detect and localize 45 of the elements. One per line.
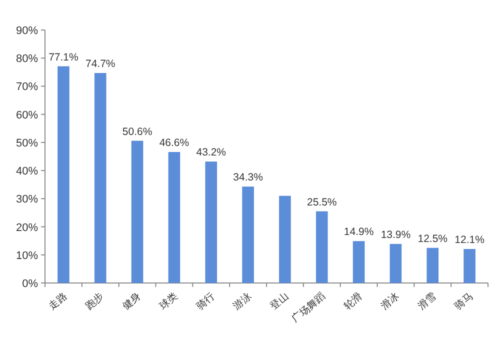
data-label: 46.6% (159, 137, 190, 149)
data-label: 34.3% (233, 172, 263, 184)
bar (464, 248, 476, 283)
data-label: 50.6% (122, 126, 152, 138)
bar (316, 211, 328, 283)
x-tick-label: 跑步 (83, 290, 106, 312)
bar (352, 241, 365, 283)
bar (58, 66, 70, 283)
bar (242, 186, 254, 283)
y-tick-label: 50% (16, 137, 38, 150)
data-label: 12.1% (454, 234, 484, 246)
data-label: 12.5% (418, 232, 448, 245)
bar (279, 196, 291, 283)
y-tick-label: 0% (22, 278, 38, 290)
bar (94, 73, 106, 283)
x-tick-label: 骑马 (453, 290, 476, 312)
y-tick-label: 80% (16, 53, 38, 66)
y-tick-label: 40% (16, 166, 38, 178)
x-tick-label: 登山 (268, 290, 291, 312)
x-tick-label: 滑冰 (378, 290, 402, 312)
x-tick-label: 健身 (120, 290, 144, 312)
x-tick-label: 走路 (46, 290, 70, 312)
data-label: 77.1% (48, 51, 78, 64)
x-tick-label: 球类 (157, 290, 180, 312)
bar (426, 248, 439, 283)
data-label: 43.2% (196, 146, 226, 159)
data-label: 13.9% (380, 228, 411, 241)
y-tick-label: 70% (16, 81, 38, 94)
data-label: 14.9% (344, 226, 374, 238)
bar (390, 244, 402, 283)
x-tick-label: 骑行 (194, 290, 218, 312)
x-tick-label: 滑雪 (416, 290, 439, 312)
y-tick-label: 60% (16, 109, 38, 122)
data-label: 74.7% (85, 58, 116, 70)
y-tick-label: 30% (16, 194, 38, 206)
x-tick-label: 广场舞蹈 (289, 290, 328, 326)
bar (205, 162, 218, 283)
x-tick-label: 轮滑 (342, 290, 365, 312)
x-tick-label: 游泳 (230, 290, 254, 312)
y-tick-label: 10% (16, 250, 38, 262)
data-label: 25.5% (306, 196, 337, 208)
y-tick-label: 90% (16, 25, 38, 37)
bar (131, 140, 144, 283)
y-tick-label: 20% (16, 222, 38, 234)
bar (168, 152, 180, 283)
